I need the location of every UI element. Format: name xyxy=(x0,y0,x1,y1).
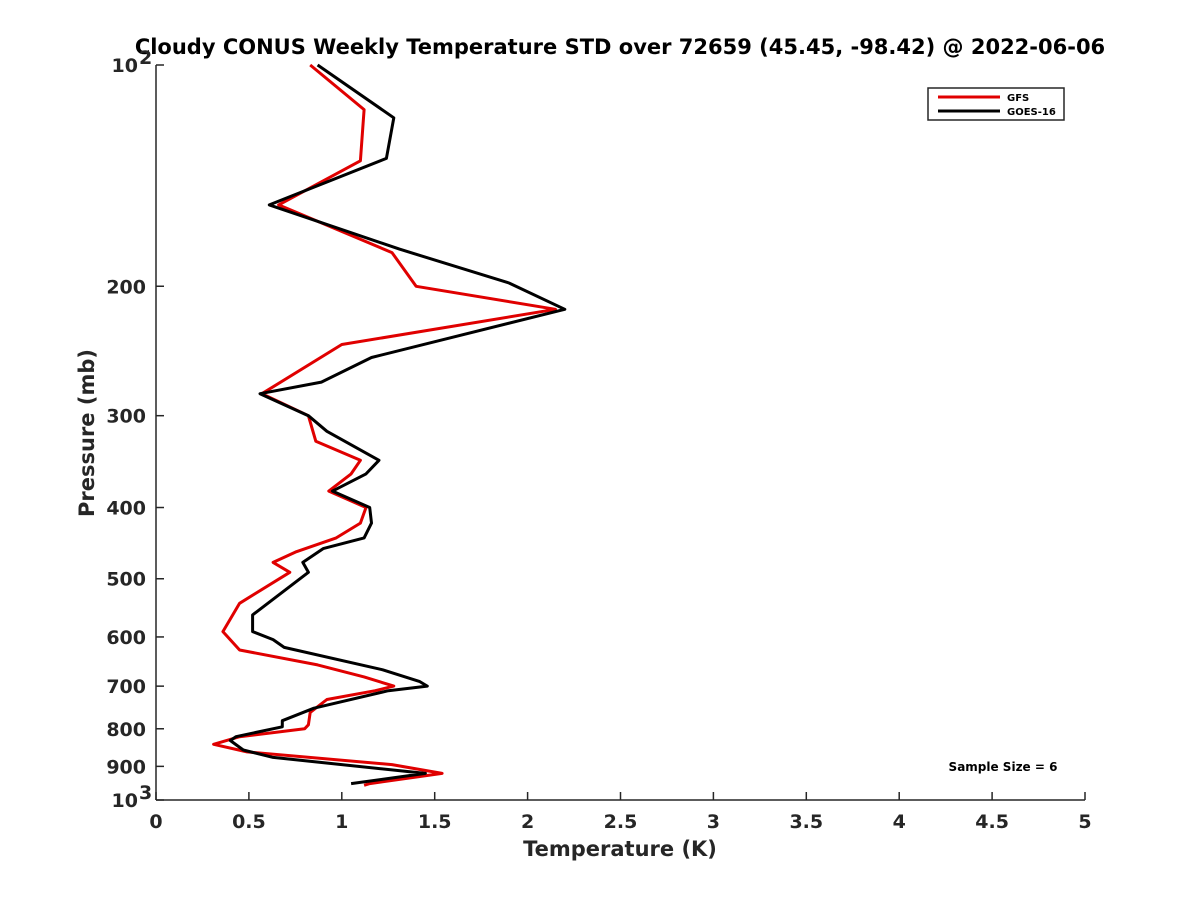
x-axis-title: Temperature (K) xyxy=(523,837,717,861)
legend-label: GOES-16 xyxy=(1007,107,1056,118)
x-axis-ticks: 0 0.5 1 1.5 2 2.5 3 3.5 4 4.5 5 xyxy=(149,792,1092,833)
y-tick-label: 400 xyxy=(106,498,146,520)
legend: GFS GOES-16 xyxy=(927,87,1065,121)
x-tick-label: 4 xyxy=(893,811,906,833)
y-tick-label: 10 xyxy=(112,55,138,77)
x-tick-label: 0.5 xyxy=(232,811,266,833)
legend-box xyxy=(927,87,1065,121)
x-tick-label: 1 xyxy=(335,811,348,833)
x-tick-label: 5 xyxy=(1078,811,1091,833)
y-tick-label: 10 xyxy=(112,790,138,812)
legend-label: GFS xyxy=(1007,93,1029,104)
sample-size-annotation: Sample Size = 6 xyxy=(949,760,1058,774)
series-layer xyxy=(212,63,567,787)
y-tick-label: 700 xyxy=(106,676,146,698)
y-tick-exponent: 3 xyxy=(139,782,152,804)
x-tick-label: 0 xyxy=(149,811,162,833)
y-tick-label: 500 xyxy=(106,569,146,591)
x-tick-label: 1.5 xyxy=(418,811,452,833)
x-tick-label: 3 xyxy=(707,811,720,833)
plot-area xyxy=(155,63,1085,801)
y-tick-label: 900 xyxy=(106,756,146,778)
series-line-goes-16 xyxy=(228,63,567,786)
y-tick-label: 600 xyxy=(106,627,146,649)
y-axis-title: Pressure (mb) xyxy=(75,349,99,517)
series-line-gfs xyxy=(212,63,557,787)
chart-title: Cloudy CONUS Weekly Temperature STD over… xyxy=(135,35,1105,59)
x-tick-label: 3.5 xyxy=(789,811,823,833)
y-tick-label: 300 xyxy=(106,406,146,428)
y-tick-label: 800 xyxy=(106,719,146,741)
legend-items: GFS GOES-16 xyxy=(938,93,1056,118)
x-tick-label: 2 xyxy=(521,811,534,833)
y-tick-exponent: 2 xyxy=(139,47,152,69)
x-tick-label: 2.5 xyxy=(604,811,638,833)
x-tick-label: 4.5 xyxy=(975,811,1009,833)
y-tick-label: 200 xyxy=(106,276,146,298)
